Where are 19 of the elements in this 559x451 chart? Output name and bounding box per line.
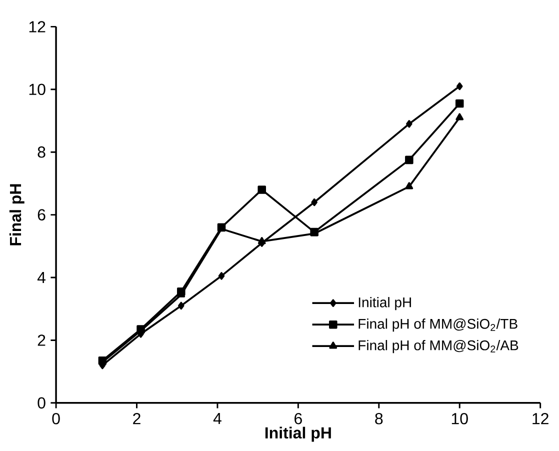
x-tick-label: 12 <box>532 412 548 424</box>
x-axis-title: Initial pH <box>265 426 331 442</box>
y-tick-label: 8 <box>38 146 46 158</box>
y-tick-label: 6 <box>38 209 46 220</box>
y-tick-label: 2 <box>38 334 46 346</box>
legend-label: Final pH of MM@SiO$_{2}$/TB <box>358 318 518 332</box>
x-tick-label: 2 <box>133 412 140 424</box>
x-tick-label: 0 <box>52 412 60 424</box>
legend-label: Initial pH <box>358 297 411 310</box>
x-tick-label: 10 <box>452 412 468 424</box>
y-tick-label: 12 <box>29 21 46 32</box>
y-tick-label: 10 <box>29 84 46 96</box>
y-tick-label: 0 <box>38 397 46 409</box>
legend-label: Final pH of MM@SiO$_{2}$/AB <box>358 340 518 354</box>
y-axis-title: Final pH <box>9 184 24 246</box>
y-tick-label: 4 <box>37 272 46 284</box>
x-tick-label: 8 <box>375 412 383 424</box>
x-tick-label: 6 <box>294 412 302 424</box>
x-tick-label: 4 <box>213 413 222 424</box>
